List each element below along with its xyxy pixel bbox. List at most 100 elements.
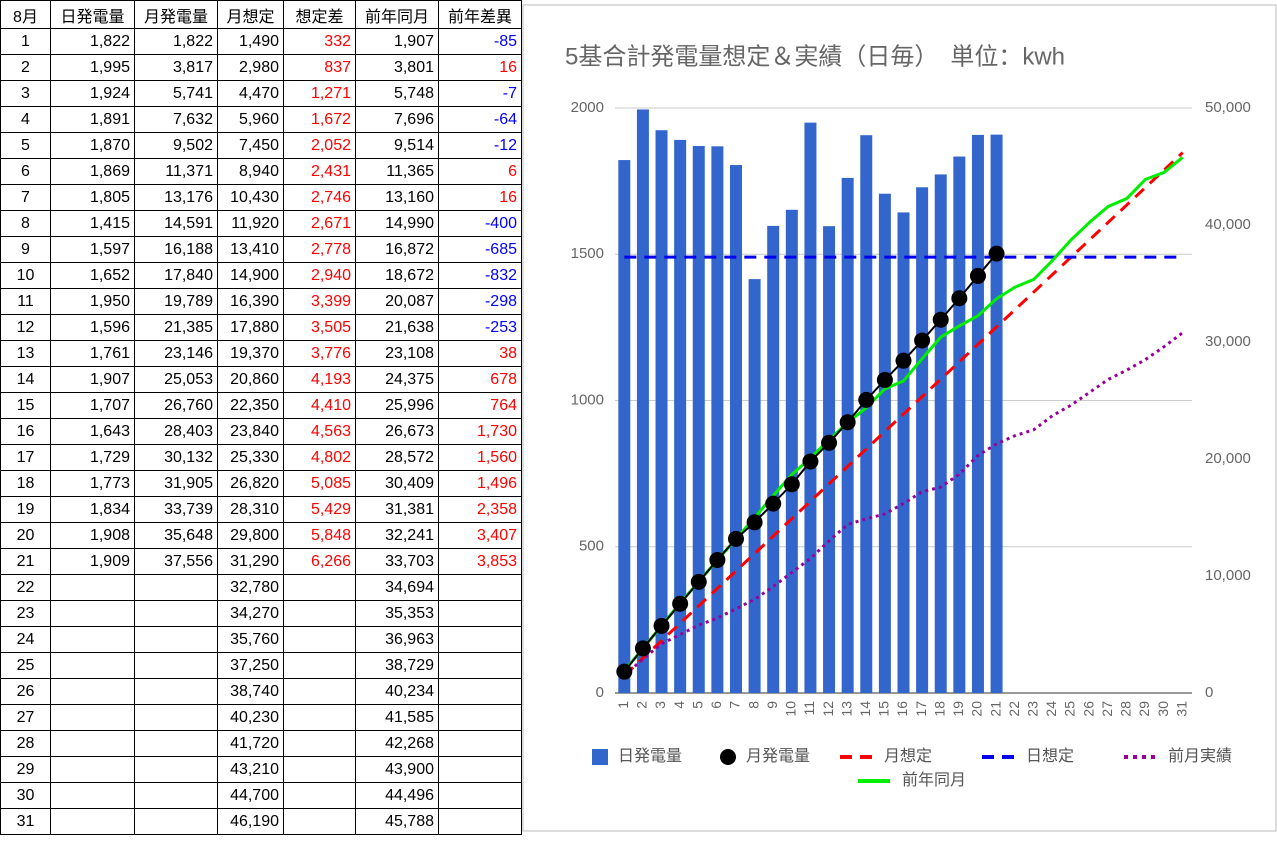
y2-tick-label: 20,000 [1205,450,1251,467]
table-cell: 678 [438,366,522,393]
y-tick-label: 2000 [571,99,604,116]
table-cell: 19,370 [217,340,284,367]
table-cell: 1,822 [134,28,218,55]
y-tick-label: 500 [579,538,604,555]
table-row: 27 40,230 41,585 [0,704,522,731]
bar [916,187,929,693]
table-row: 23 34,270 35,353 [0,600,522,627]
table-cell: 837 [283,54,356,81]
y-tick-label: 1500 [571,245,604,262]
table-cell: 5,848 [283,522,356,549]
x-tick-label: 13 [838,701,854,717]
table-row: 2 1,995 3,817 2,980 837 3,801 16 [0,54,522,81]
marker [858,391,875,408]
x-tick-label: 10 [783,701,799,717]
marker [653,617,670,634]
table-cell: 5 [0,132,51,159]
table-cell: 38 [438,340,522,367]
table-cell: 12 [0,314,51,341]
table-cell: 29,800 [217,522,284,549]
marker [951,290,968,307]
table-cell: 1,643 [50,418,135,445]
x-tick-label: 7 [727,701,743,709]
table-cell: 18 [0,470,51,497]
bar [841,177,854,694]
table-cell [134,600,218,627]
table-cell: 16 [438,54,522,81]
table-cell: 13 [0,340,51,367]
table-cell: 26,820 [217,470,284,497]
bar [767,225,780,693]
table-row: 8 1,415 14,591 11,920 2,671 14,990 -400 [0,210,522,237]
table-cell: 2,671 [283,210,356,237]
table-cell [438,704,522,731]
table-cell: 28,403 [134,418,218,445]
table-cell: 21 [0,548,51,575]
table-cell: 22 [0,574,51,601]
marker [988,245,1005,262]
table-cell: 332 [283,28,356,55]
table-row: 6 1,869 11,371 8,940 2,431 11,365 6 [0,158,522,185]
table-cell: 3,407 [438,522,522,549]
table-cell: 2,746 [283,184,356,211]
table-cell: 1,924 [50,80,135,107]
table-cell [438,756,522,783]
y2-tick-label: 40,000 [1205,216,1251,233]
marker [969,267,986,284]
table-cell: 14,900 [217,262,284,289]
table-cell: 23,840 [217,418,284,445]
x-tick-label: 29 [1136,701,1152,717]
table-row: 18 1,773 31,905 26,820 5,085 30,409 1,496 [0,470,522,497]
table-cell: 30 [0,782,51,809]
table-cell: -85 [438,28,522,55]
bar [729,165,742,694]
legend-label: 月発電量 [746,747,810,765]
table-cell: 13,176 [134,184,218,211]
marker [709,551,726,568]
table-cell [283,678,356,705]
table-cell: 4,563 [283,418,356,445]
chart: 5基合計発電量想定＆実績（日毎） 単位：kwh 0 500 1000 1500 2000… [522,4,1277,832]
table-cell [50,600,135,627]
bar [860,135,873,693]
table-cell: 1,870 [50,132,135,159]
table-row: 21 1,909 37,556 31,290 6,266 33,703 3,853 [0,548,522,575]
marker [914,332,931,349]
table-cell: 1,869 [50,158,135,185]
table-cell [438,808,522,835]
bar [990,134,1003,693]
table-cell: 4,802 [283,444,356,471]
header-cell: 8月 [0,0,51,29]
data-table: 8月 日発電量 月発電量 月想定 想定差 前年同月 前年差異 1 1,822 1,822 1,49… [0,0,522,835]
bar [618,160,631,693]
table-row: 12 1,596 21,385 17,880 3,505 21,638 -253 [0,314,522,341]
table-cell: 22,350 [217,392,284,419]
table-cell: 23,146 [134,340,218,367]
table-cell: 3 [0,80,51,107]
table-cell: 13,410 [217,236,284,263]
table-cell: 43,210 [217,756,284,783]
table-cell: 1,672 [283,106,356,133]
table-row: 7 1,805 13,176 10,430 2,746 13,160 16 [0,184,522,211]
table-cell: 4,193 [283,366,356,393]
table-cell: -685 [438,236,522,263]
table-cell: 6 [0,158,51,185]
table-cell: 26 [0,678,51,705]
table-cell: 16,188 [134,236,218,263]
table-cell [50,782,135,809]
x-tick-label: 28 [1118,701,1134,717]
table-cell [283,756,356,783]
table-cell: 31,905 [134,470,218,497]
table-cell [283,808,356,835]
table-cell: 35,648 [134,522,218,549]
table-cell [134,678,218,705]
marker [690,573,707,590]
table-cell: 14,990 [355,210,439,237]
table-cell: 21,638 [355,314,439,341]
y2-tick-label: 30,000 [1205,333,1251,350]
x-tick-label: 30 [1155,701,1171,717]
table-cell: 10,430 [217,184,284,211]
table-cell: 20,087 [355,288,439,315]
table-cell [283,730,356,757]
marker [634,640,651,657]
